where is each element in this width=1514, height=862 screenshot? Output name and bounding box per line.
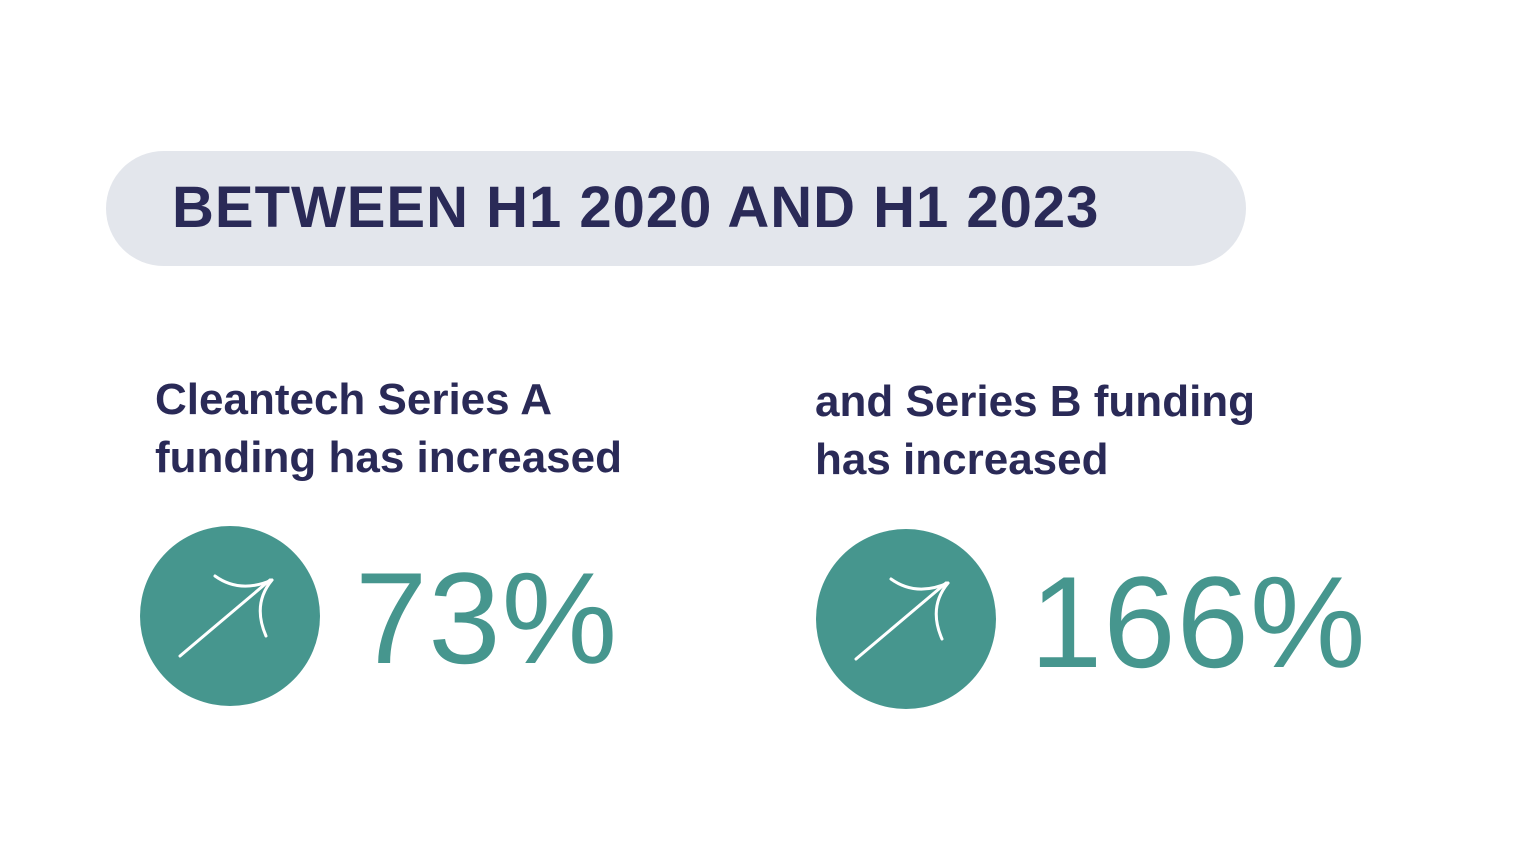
stat-label-line: and Series B funding bbox=[815, 377, 1256, 426]
up-right-arrow-icon bbox=[140, 526, 320, 706]
stat-value-series-a: 73% bbox=[355, 545, 619, 691]
stat-label-series-b: and Series B funding has increased bbox=[815, 373, 1255, 489]
stat-value-series-b: 166% bbox=[1030, 549, 1367, 695]
stat-label-line: funding has increased bbox=[155, 433, 622, 482]
stat-label-series-a: Cleantech Series A funding has increased bbox=[155, 371, 622, 487]
heading-text: BETWEEN H1 2020 AND H1 2023 bbox=[172, 175, 1100, 240]
stat-label-line: has increased bbox=[815, 435, 1109, 484]
stat-label-line: Cleantech Series A bbox=[155, 375, 552, 424]
arrow-svg bbox=[178, 574, 274, 658]
up-right-arrow-icon bbox=[816, 529, 996, 709]
arrow-svg bbox=[854, 577, 950, 661]
heading-pill bbox=[106, 151, 1246, 266]
